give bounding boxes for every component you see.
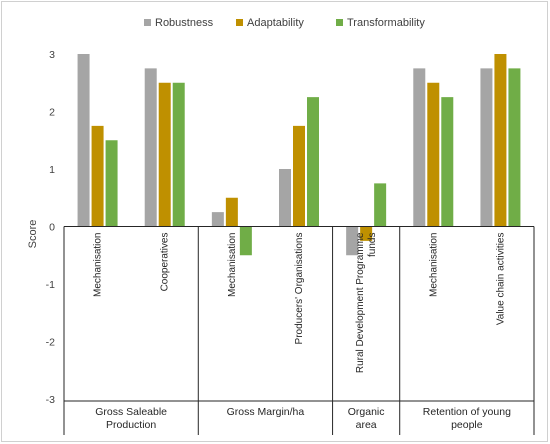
category-label-2: Mechanisation — [227, 233, 238, 297]
group-labels: Gross Saleable Production Gross Margin/ha O… — [95, 406, 511, 431]
y-axis-label: Score — [27, 220, 39, 249]
bar-transformability-6 — [508, 68, 521, 227]
axes — [63, 226, 535, 435]
bar-adaptability-0 — [91, 125, 104, 227]
legend: Robustness Adaptability Transformability — [144, 17, 425, 29]
bar-transformability-3 — [307, 97, 319, 227]
legend-label-transformability: Transformability — [347, 17, 425, 29]
bars — [77, 54, 521, 256]
group-label-3: Retention of young people — [423, 406, 511, 431]
bar-adaptability-4 — [360, 226, 373, 241]
y-tick-3: 3 — [49, 49, 55, 61]
group-label-1: Gross Margin/ha — [227, 406, 305, 418]
legend-swatch-transformability — [336, 19, 343, 26]
bar-robustness-5 — [413, 68, 426, 227]
bar-robustness-4 — [346, 226, 359, 256]
category-label-3: Producers' Organisations — [294, 233, 305, 345]
bar-adaptability-6 — [494, 54, 507, 227]
group-label-0: Gross Saleable Production — [95, 406, 167, 431]
bar-robustness-6 — [480, 68, 493, 227]
bar-adaptability-5 — [427, 82, 440, 227]
category-label-0: Mechanisation — [93, 233, 104, 297]
category-labels: Mechanisation Cooperatives Mechanisation Pr… — [93, 232, 507, 373]
y-tick--3: -3 — [46, 394, 55, 406]
y-tick-2: 2 — [49, 107, 55, 119]
y-tick--2: -2 — [46, 337, 55, 349]
category-label-6: Value chain activities — [495, 233, 506, 326]
bar-robustness-1 — [144, 68, 157, 227]
legend-label-adaptability: Adaptability — [247, 17, 304, 29]
bar-transformability-2 — [239, 226, 252, 256]
legend-label-robustness: Robustness — [155, 17, 214, 29]
category-label-1: Cooperatives — [160, 233, 171, 292]
y-tick-labels: 3 2 1 0 -1 -2 -3 — [46, 49, 56, 406]
bar-adaptability-2 — [225, 197, 238, 227]
category-label-4: Rural Development Programmefunds — [355, 232, 378, 373]
y-tick-0: 0 — [49, 222, 55, 234]
bar-transformability-5 — [441, 97, 454, 227]
y-tick-1: 1 — [49, 164, 55, 176]
bar-robustness-2 — [211, 212, 224, 227]
bar-transformability-0 — [105, 140, 118, 227]
legend-swatch-adaptability — [236, 19, 243, 26]
bar-adaptability-3 — [293, 125, 305, 227]
legend-swatch-robustness — [144, 19, 151, 26]
bar-robustness-0 — [77, 54, 90, 227]
bar-transformability-4 — [374, 183, 387, 227]
bar-transformability-1 — [172, 82, 185, 227]
bar-adaptability-1 — [158, 82, 171, 227]
category-label-5: Mechanisation — [428, 233, 439, 297]
y-tick--1: -1 — [46, 279, 55, 291]
bar-robustness-3 — [279, 169, 291, 227]
group-label-2: Organic area — [348, 406, 385, 431]
